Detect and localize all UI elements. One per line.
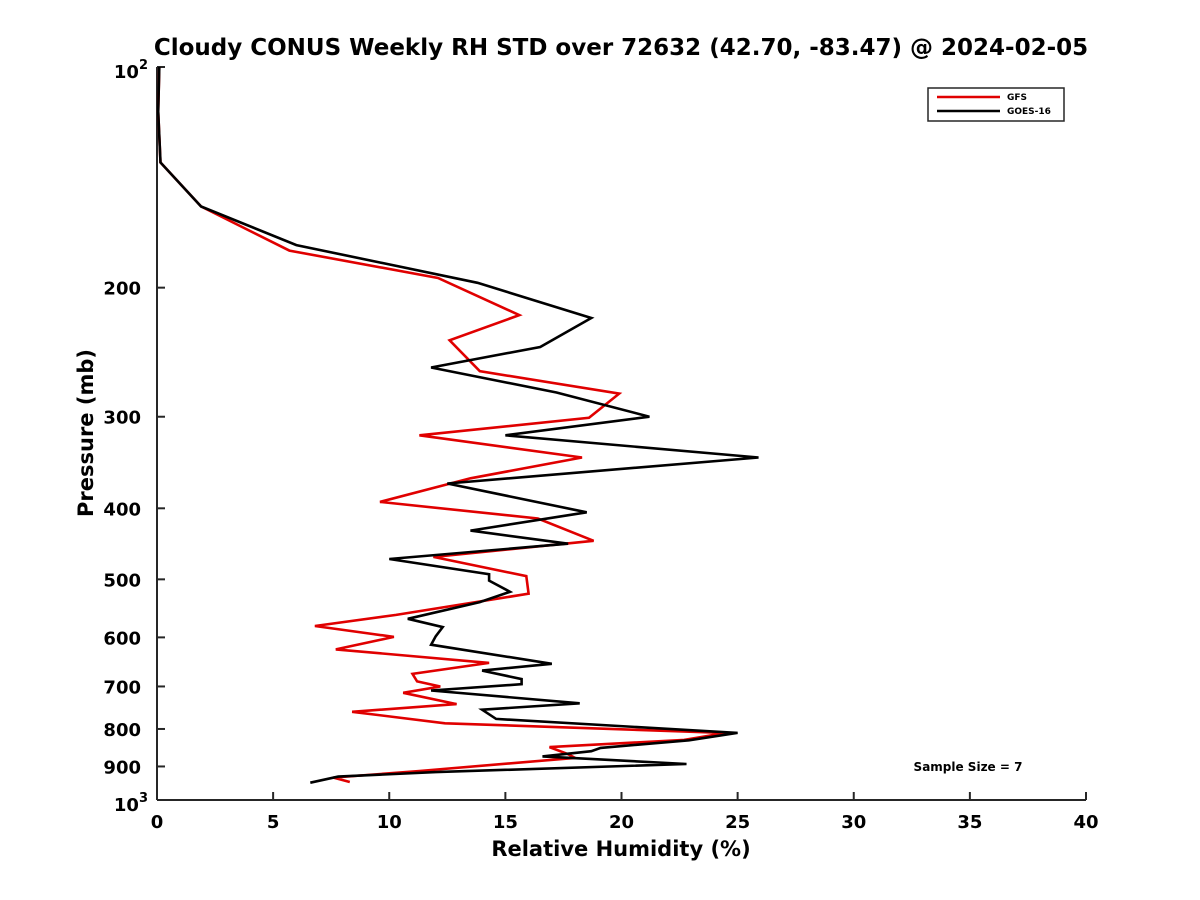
x-tick-label: 5 <box>267 812 280 833</box>
legend-box <box>927 87 1065 122</box>
y-tick-label: 102 <box>114 58 148 83</box>
x-axis-ticks: 0 5 10 15 20 25 30 35 40 <box>151 792 1099 833</box>
plot-area <box>156 67 1086 801</box>
legend: GFS GOES-16 <box>927 87 1065 122</box>
y-tick-label: 700 <box>103 677 141 698</box>
y-tick-label: 600 <box>103 628 141 649</box>
y-axis-label: Pressure (mb) <box>74 349 98 517</box>
x-tick-label: 30 <box>841 812 866 833</box>
legend-label: GOES-16 <box>1007 107 1051 117</box>
x-tick-label: 40 <box>1073 812 1098 833</box>
series-group <box>156 66 759 784</box>
x-tick-label: 20 <box>609 812 634 833</box>
chart-title: Cloudy CONUS Weekly RH STD over 72632 (4… <box>154 35 1088 61</box>
legend-label: GFS <box>1007 93 1027 103</box>
x-tick-label: 15 <box>493 812 518 833</box>
y-tick-label: 400 <box>103 499 141 520</box>
y-tick-label: 103 <box>114 791 148 816</box>
x-tick-label: 25 <box>725 812 750 833</box>
y-tick-label: 300 <box>103 408 141 429</box>
x-tick-label: 10 <box>377 812 402 833</box>
x-tick-label: 35 <box>957 812 982 833</box>
x-axis-label: Relative Humidity (%) <box>491 837 750 861</box>
series-line-goes-16 <box>156 66 759 784</box>
y-tick-label: 200 <box>103 279 141 300</box>
sample-size-annotation: Sample Size = 7 <box>914 760 1023 774</box>
y-axis-ticks: 102 200 300 400 500 600 700 800 900 103 <box>103 58 165 816</box>
series-line-gfs <box>156 66 727 784</box>
x-tick-label: 0 <box>151 812 164 833</box>
y-tick-label: 800 <box>103 720 141 741</box>
y-tick-label: 900 <box>103 757 141 778</box>
y-tick-label: 500 <box>103 570 141 591</box>
